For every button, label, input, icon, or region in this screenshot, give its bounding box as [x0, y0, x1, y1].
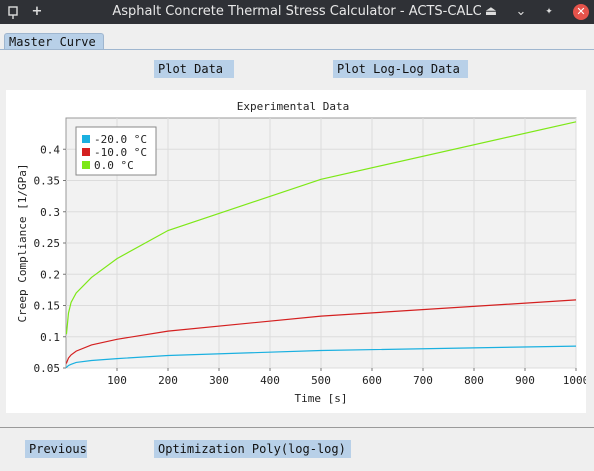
legend-entry: 0.0 °C	[94, 159, 134, 172]
legend-entry: -20.0 °C	[94, 133, 147, 146]
title-bar: + Asphalt Concrete Thermal Stress Calcul…	[0, 0, 594, 24]
x-tick-label: 300	[209, 374, 229, 387]
diamond-icon: ✦	[545, 7, 553, 17]
keep-above-button[interactable]: ⏏	[482, 2, 500, 22]
footer-separator	[0, 427, 594, 428]
x-tick-label: 200	[158, 374, 178, 387]
minimize-button[interactable]: ⌄	[512, 2, 530, 22]
close-icon: ✕	[576, 5, 586, 18]
series-line-2	[65, 121, 577, 335]
legend: -20.0 °C-10.0 °C0.0 °C	[75, 126, 157, 176]
x-tick-label: 800	[464, 374, 484, 387]
float-button[interactable]: ✦	[540, 2, 558, 22]
x-tick-label: 1000	[563, 374, 586, 387]
chevron-down-icon: ⌄	[515, 4, 527, 19]
series-line-0	[66, 345, 577, 368]
window-title: Asphalt Concrete Thermal Stress Calculat…	[112, 4, 482, 19]
x-tick-label: 700	[413, 374, 433, 387]
x-axis-label: Time [s]	[295, 392, 348, 405]
chart-panel: Experimental Data 100 200 300 400 500 600 700 8…	[6, 90, 589, 413]
legend-swatch	[82, 135, 90, 143]
add-window-button[interactable]: +	[28, 2, 46, 22]
x-tick-label: 900	[515, 374, 535, 387]
x-tick-label: 500	[311, 374, 331, 387]
eject-icon: ⏏	[484, 4, 498, 19]
x-tick-label: 100	[107, 374, 127, 387]
series-line-1	[65, 299, 577, 364]
legend-entry: -10.0 °C	[94, 146, 147, 159]
chart-title: Experimental Data	[237, 100, 350, 113]
y-tick-label: 0.1	[40, 331, 60, 344]
x-tick-label: 400	[260, 374, 280, 387]
y-axis-label: Creep Compliance [1/GPa]	[16, 164, 29, 323]
creep-compliance-chart: Experimental Data 100 200 300 400 500 600 700 8…	[16, 100, 589, 405]
y-tick-label: 0.4	[40, 143, 60, 156]
pin-icon-graphic	[8, 6, 18, 19]
close-button[interactable]: ✕	[573, 4, 589, 20]
legend-swatch	[82, 161, 90, 169]
y-tick-label: 0.35	[34, 175, 61, 188]
y-tick-label: 0.15	[34, 300, 61, 313]
tab-divider	[0, 49, 594, 50]
previous-button[interactable]: Previous	[25, 440, 87, 458]
y-tick-label: 0.05	[34, 362, 61, 375]
plot-data-button[interactable]: Plot Data	[154, 60, 234, 78]
pin-icon[interactable]	[4, 2, 22, 22]
plot-loglog-button[interactable]: Plot Log-Log Data	[333, 60, 468, 78]
tab-master-curve[interactable]: Master Curve	[4, 33, 104, 49]
y-tick-label: 0.2	[40, 268, 60, 281]
y-tick-label: 0.3	[40, 206, 60, 219]
optimization-button[interactable]: Optimization Poly(log-log)	[154, 440, 351, 458]
legend-swatch	[82, 148, 90, 156]
y-tick-label: 0.25	[34, 237, 61, 250]
x-tick-label: 600	[362, 374, 382, 387]
plus-icon: +	[31, 4, 43, 19]
tab-label: Master Curve	[9, 35, 96, 49]
